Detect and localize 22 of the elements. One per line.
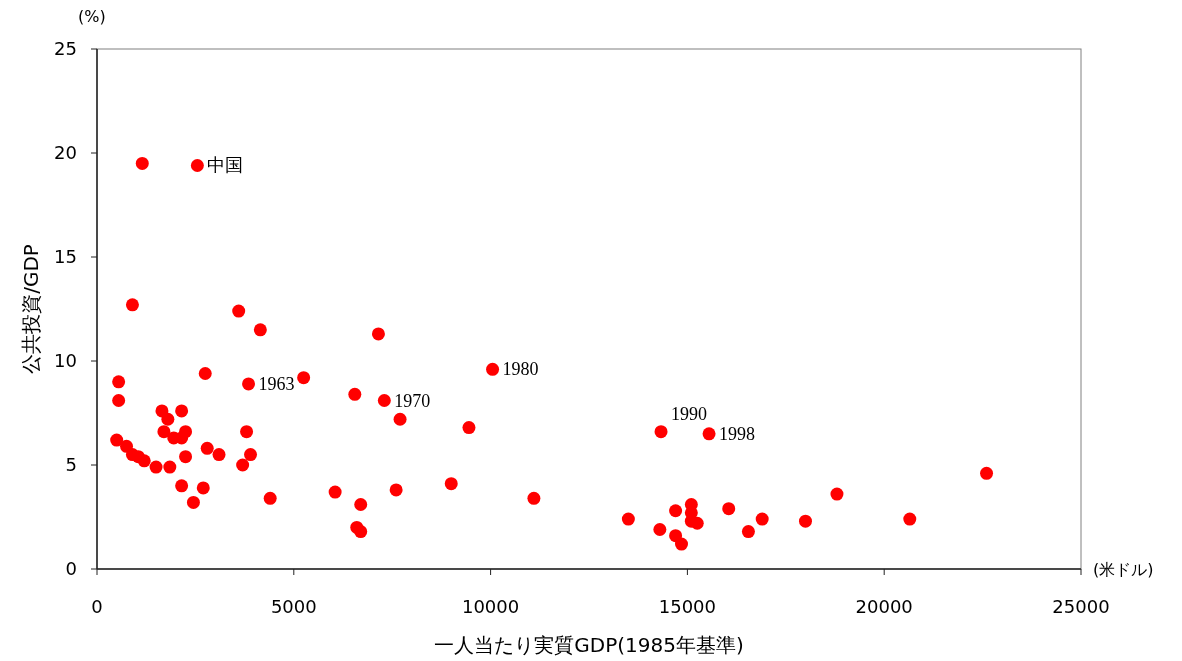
y-tick-label: 25: [54, 38, 77, 59]
x-tick-label: 20000: [855, 596, 913, 617]
annotation: 1990: [671, 403, 708, 424]
x-axis-title: 一人当たり実質GDP(1985年基準): [434, 633, 744, 657]
y-tick-label: 5: [65, 454, 77, 475]
annotation: 中国: [207, 155, 244, 176]
y-tick-label: 20: [54, 142, 77, 163]
annotation: 1998: [719, 423, 756, 444]
y-tick-label: 10: [54, 350, 77, 371]
annotation: 1970: [394, 390, 431, 411]
x-tick-label: 15000: [658, 596, 717, 617]
text: (%): [78, 7, 106, 26]
annotation: 1980: [502, 359, 539, 380]
text: (米ドル): [1093, 560, 1154, 579]
y-axis-title: 公共投資/GDP: [19, 244, 43, 374]
y-tick-label: 0: [65, 558, 77, 579]
x-tick-label: 5000: [270, 596, 317, 617]
x-tick-label: 10000: [461, 596, 520, 617]
x-tick-label: 0: [91, 596, 103, 617]
x-tick-label: 25000: [1052, 596, 1110, 617]
annotation: 1963: [258, 373, 295, 394]
y-tick-label: 15: [54, 246, 77, 267]
